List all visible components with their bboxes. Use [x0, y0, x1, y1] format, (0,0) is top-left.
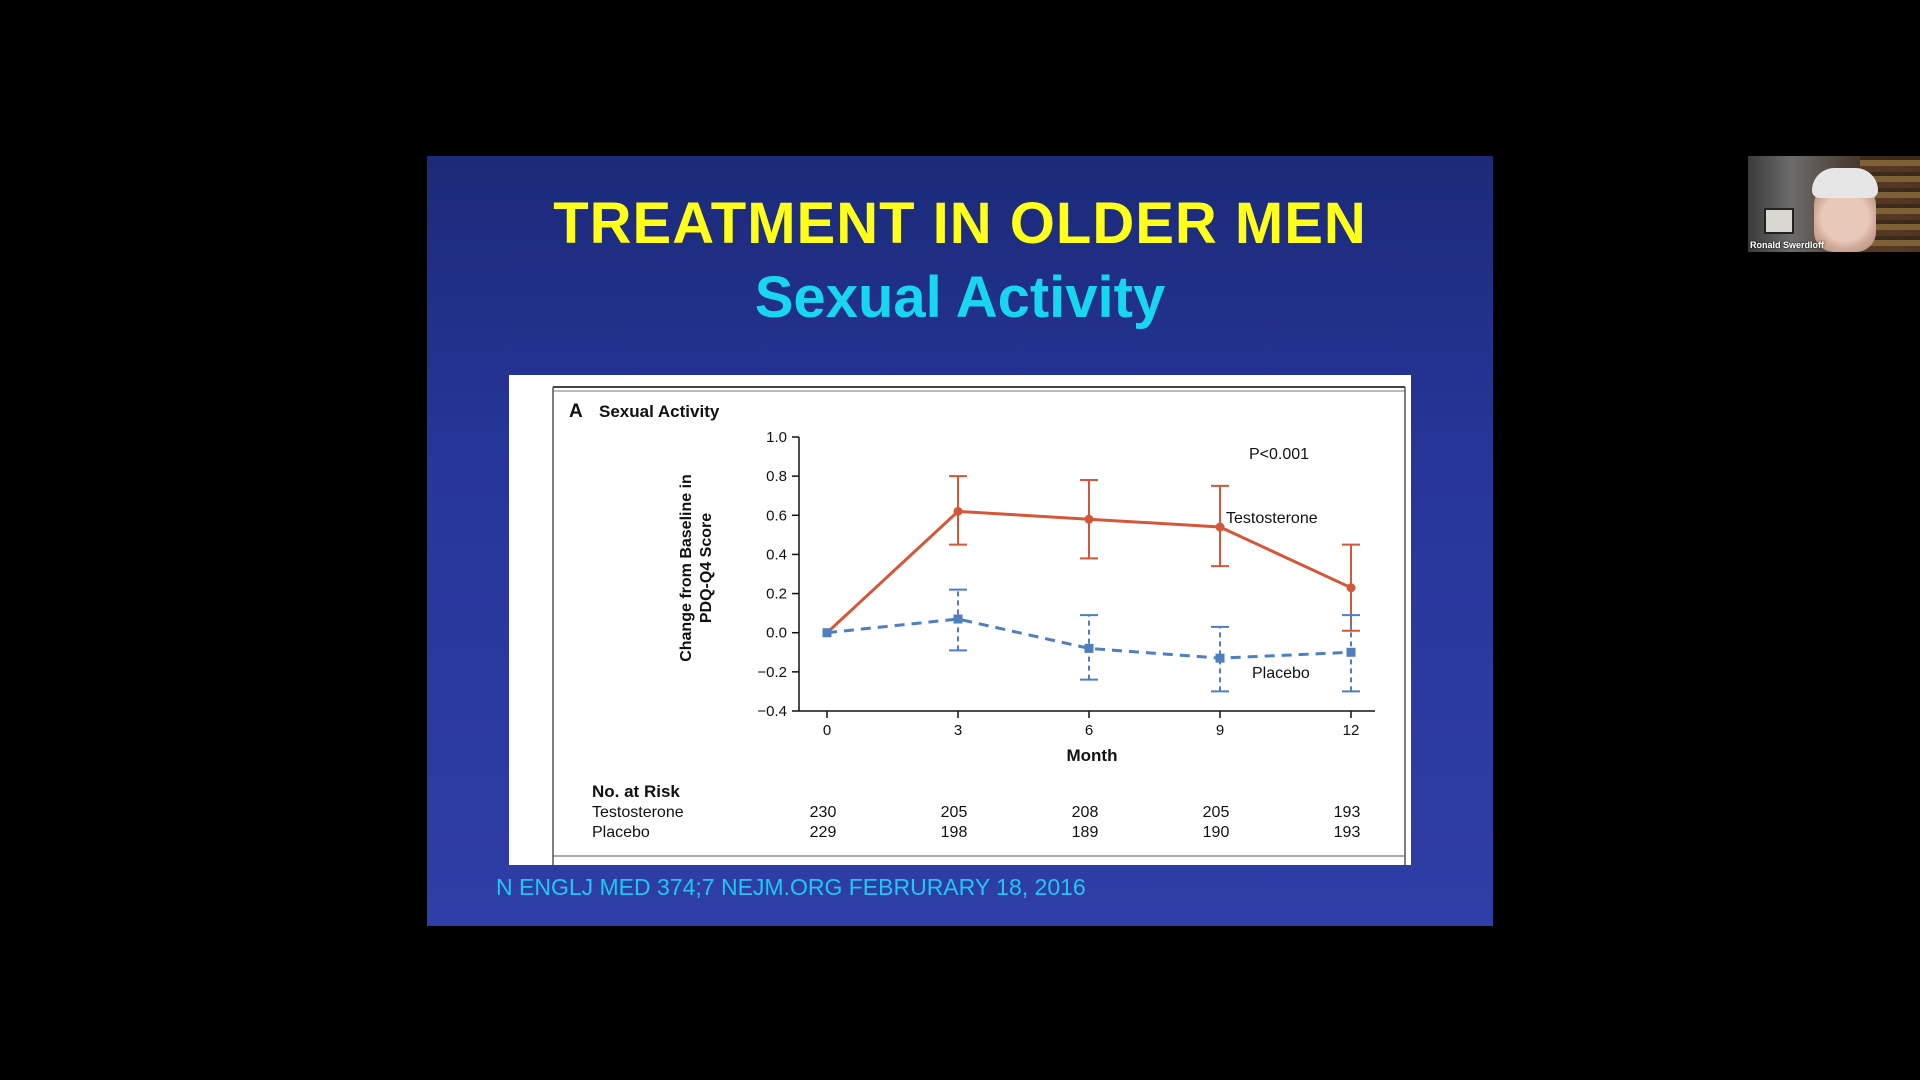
y-tick-label: −0.2 [757, 664, 787, 681]
placebo-point [822, 628, 832, 638]
slide-subtitle: Sexual Activity [754, 265, 1166, 330]
x-tick-label: 3 [954, 722, 962, 739]
line-chart: A Sexual Activity Change from Baseline i… [552, 386, 1406, 865]
risk-table-cell: 193 [1334, 804, 1361, 821]
y-tick-label: 0.2 [766, 586, 787, 603]
risk-table-cell: 205 [1203, 804, 1230, 821]
placebo-point [1084, 643, 1094, 653]
testosterone-point [1346, 583, 1356, 593]
placebo-point [1346, 647, 1356, 657]
risk-row-label-testosterone: Testosterone [592, 804, 684, 821]
y-axis-label-line1: Change from Baseline in [678, 474, 695, 662]
placebo-point [1215, 653, 1225, 663]
slide-title: TREATMENT IN OLDER MEN [553, 191, 1367, 256]
series-label-testosterone: Testosterone [1226, 510, 1318, 527]
y-tick-label: 0.4 [766, 546, 787, 563]
x-tick-label: 12 [1343, 722, 1360, 739]
y-tick-label: −0.4 [757, 703, 787, 720]
participant-hair [1812, 168, 1878, 198]
x-tick-label: 9 [1216, 722, 1224, 739]
risk-table-cell: 190 [1203, 824, 1230, 841]
risk-table-cell: 229 [810, 824, 837, 841]
y-tick-label: 1.0 [766, 429, 787, 446]
p-value-annotation: P<0.001 [1249, 446, 1309, 463]
testosterone-point [1084, 514, 1094, 524]
y-tick-label: 0.8 [766, 468, 787, 485]
risk-table-header: No. at Risk [592, 782, 680, 801]
y-axis-ticks: −0.4 −0.2 0.0 0.2 0.4 0.6 0.8 1.0 [757, 429, 799, 720]
y-tick-label: 0.0 [766, 625, 787, 642]
participant-name: Ronald Swerdloff [1750, 240, 1824, 250]
series-layer [822, 475, 1360, 693]
series-label-placebo: Placebo [1252, 665, 1310, 682]
chart-title: Sexual Activity [599, 402, 720, 421]
risk-row-label-placebo: Placebo [592, 824, 650, 841]
wall-picture [1764, 208, 1794, 234]
risk-table-cell: 208 [1072, 804, 1099, 821]
x-tick-label: 0 [823, 722, 831, 739]
risk-table-cell: 230 [810, 804, 837, 821]
x-axis-ticks: 0 3 6 9 12 [823, 711, 1360, 739]
panel-letter: A [569, 401, 583, 422]
citation: N ENGLJ MED 374;7 NEJM.ORG FEBRURARY 18,… [496, 874, 1086, 900]
placebo-series-line [826, 617, 1352, 660]
y-tick-label: 0.6 [766, 507, 787, 524]
risk-table-cell: 193 [1334, 824, 1361, 841]
risk-table-values: 230 205 208 205 193 229 198 189 190 193 [810, 804, 1361, 841]
webcam-thumbnail[interactable]: Ronald Swerdloff [1748, 156, 1920, 252]
presentation-slide: TREATMENT IN OLDER MEN Sexual Activity A… [427, 156, 1493, 926]
testosterone-point [1215, 522, 1225, 532]
y-axis-label-line2: PDQ-Q4 Score [698, 513, 715, 623]
risk-table-cell: 198 [941, 824, 968, 841]
risk-table-cell: 189 [1072, 824, 1099, 841]
testosterone-point [953, 506, 963, 516]
chart-figure: A Sexual Activity Change from Baseline i… [509, 375, 1411, 865]
placebo-point [953, 614, 963, 624]
risk-table-cell: 205 [941, 804, 968, 821]
x-tick-label: 6 [1085, 722, 1093, 739]
x-axis-label: Month [1067, 746, 1118, 765]
